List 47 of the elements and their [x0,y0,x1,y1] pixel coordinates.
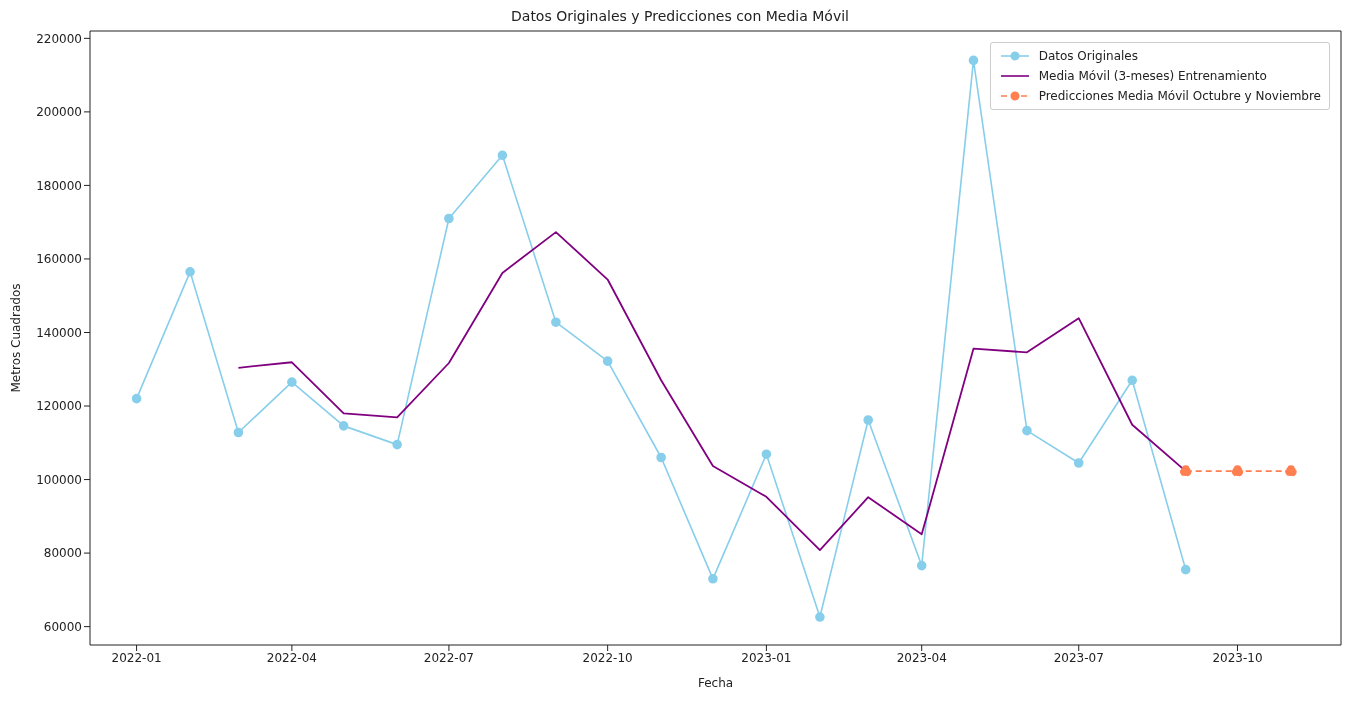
point [1285,465,1297,477]
chart-title: Datos Originales y Predicciones con Media Móvil [510,8,850,24]
x-tick-label: 2023-04 [896,650,947,665]
point [1231,465,1244,477]
point [916,560,927,571]
point [444,213,454,224]
point [233,427,244,438]
x-tick-label: 2022-10 [582,650,633,665]
point [656,452,666,463]
y-tick-label: 60000 [43,619,82,634]
point [131,393,142,404]
point [815,612,825,622]
point [287,377,297,387]
x-tick-label: 2022-01 [111,650,162,665]
point [551,317,561,327]
x-axis-title: Fecha [697,676,734,690]
y-tick-label: 100000 [36,472,82,487]
point [1127,375,1138,386]
x-tick-label: 2023-07 [1053,650,1104,665]
y-tick-label: 200000 [36,105,82,120]
point [968,55,979,66]
y-tick-label: 180000 [36,178,82,193]
y-tick-label: 160000 [36,252,82,267]
legend-label: Media Móvil (3-meses) Entrenamiento [1038,69,1267,83]
point [708,574,718,584]
point [1180,564,1191,575]
legend-label: Predicciones Media Móvil Octubre y Noviembre [1038,89,1321,103]
legend-label: Datos Originales [1038,49,1138,63]
x-tick-label: 2022-04 [266,650,317,665]
y-tick-label: 120000 [36,399,82,414]
x-tick-label: 2023-01 [741,650,792,665]
point [863,415,874,425]
point [497,150,508,161]
point [602,356,613,366]
point [392,439,402,450]
x-tick-label: 2023-10 [1212,650,1263,665]
y-tick-label: 140000 [36,325,82,340]
point [1022,425,1032,436]
point [1073,458,1084,468]
y-tick-label: 80000 [43,546,82,561]
point [185,267,195,277]
x-tick-label: 2022-07 [423,650,474,665]
point [338,421,349,431]
point [1179,465,1192,477]
y-tick-label: 220000 [36,31,82,46]
y-axis-title: Metros Cuadrados [9,283,24,393]
point [761,449,772,459]
